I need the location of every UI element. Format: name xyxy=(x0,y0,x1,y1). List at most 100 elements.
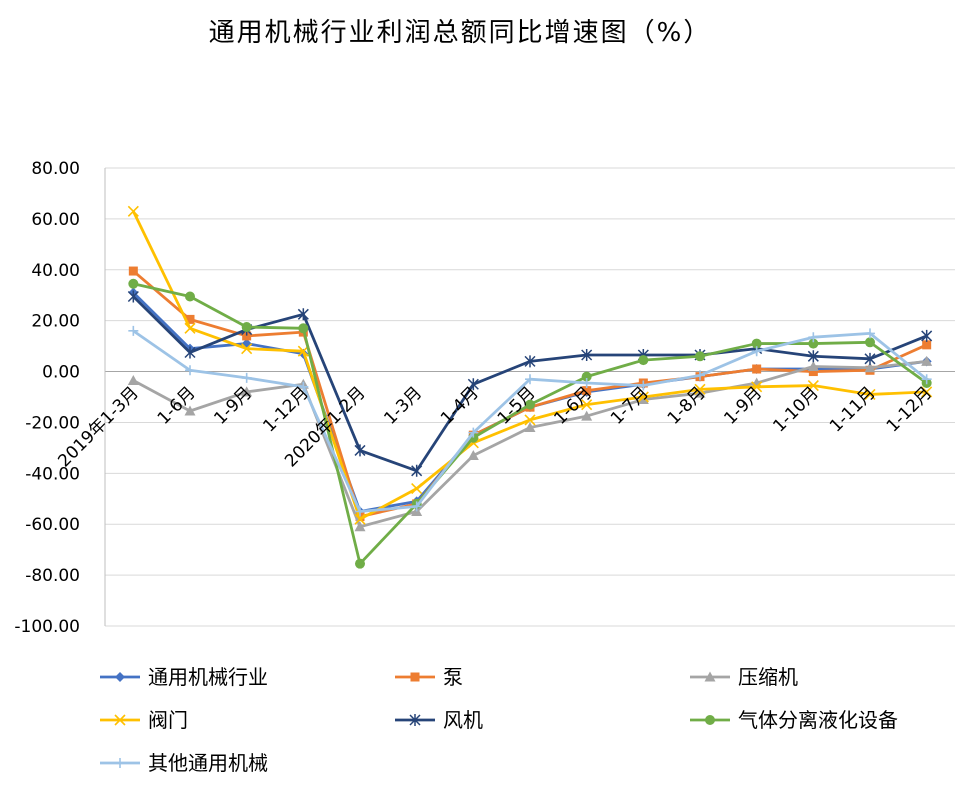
legend-label: 压缩机 xyxy=(738,665,798,689)
data-point xyxy=(865,328,875,339)
series-7 xyxy=(128,325,932,517)
data-point xyxy=(467,378,479,391)
series-6 xyxy=(128,278,932,569)
x-tick-label: 1-9月 xyxy=(210,383,256,429)
data-point xyxy=(297,308,309,321)
data-point xyxy=(581,349,593,362)
y-tick-label: -80.00 xyxy=(25,566,80,586)
data-point xyxy=(354,444,366,457)
data-point xyxy=(694,387,706,398)
data-point xyxy=(298,381,309,392)
y-tick-label: 40.00 xyxy=(31,261,80,281)
data-point xyxy=(525,399,535,410)
data-point xyxy=(751,338,762,349)
data-point xyxy=(467,450,479,461)
data-point xyxy=(184,322,196,334)
data-point xyxy=(128,266,138,276)
legend-label: 气体分离液化设备 xyxy=(738,708,898,732)
legend-label: 风机 xyxy=(443,708,483,732)
data-point xyxy=(581,371,592,382)
y-tick-label: 80.00 xyxy=(31,159,80,179)
chart-title: 通用机械行业利润总额同比增速图（%） xyxy=(208,18,712,48)
data-point xyxy=(864,388,876,401)
legend-marker xyxy=(114,714,126,726)
data-point xyxy=(241,386,253,397)
legend-item: 阀门 xyxy=(100,708,188,732)
y-tick-label: 60.00 xyxy=(31,210,80,230)
x-tick-label: 1-10月 xyxy=(769,383,822,436)
y-tick-label: 20.00 xyxy=(31,312,80,332)
data-point xyxy=(921,374,932,385)
data-point xyxy=(524,355,536,368)
data-point xyxy=(808,332,819,343)
x-tick-label: 1-3月 xyxy=(380,383,426,429)
data-point xyxy=(411,464,423,477)
legend-marker xyxy=(410,672,420,682)
data-point xyxy=(752,364,762,374)
legend-item: 通用机械行业 xyxy=(100,665,268,689)
data-point xyxy=(185,291,195,302)
x-tick-label: 1-4月 xyxy=(437,383,483,429)
y-tick-label: -100.00 xyxy=(14,617,80,637)
data-point xyxy=(355,558,365,569)
data-point xyxy=(581,399,593,411)
data-point xyxy=(468,427,479,438)
data-point xyxy=(921,329,933,342)
data-point xyxy=(751,381,763,393)
data-point xyxy=(524,422,536,433)
y-tick-label: -60.00 xyxy=(25,515,80,535)
data-point xyxy=(298,323,309,334)
data-point xyxy=(637,394,649,405)
data-point xyxy=(638,380,649,391)
data-point xyxy=(808,367,818,377)
data-point xyxy=(581,410,593,421)
y-tick-label: -40.00 xyxy=(25,464,80,484)
data-point xyxy=(751,346,762,357)
data-point xyxy=(808,338,819,349)
x-tick-label: 1-7月 xyxy=(607,383,653,429)
data-point xyxy=(354,521,366,532)
legend-item: 泵 xyxy=(395,665,463,689)
data-point xyxy=(807,379,819,392)
data-point xyxy=(694,383,706,395)
data-point xyxy=(582,386,592,396)
data-point xyxy=(525,374,535,385)
legend-marker xyxy=(115,758,125,768)
legend-label: 泵 xyxy=(443,665,463,689)
data-point xyxy=(807,360,819,371)
series-lines xyxy=(127,205,933,569)
x-tick-label: 1-6月 xyxy=(154,383,200,429)
y-tick-labels: 80.00 60.00 40.00 20.00 0.00 -20.00 -40.00 -60.… xyxy=(14,159,80,637)
data-point xyxy=(695,370,705,381)
legend-label: 通用机械行业 xyxy=(148,665,268,689)
legend-item: 压缩机 xyxy=(690,665,798,689)
data-point xyxy=(921,355,933,366)
data-point xyxy=(922,340,932,350)
data-point xyxy=(128,325,139,336)
data-point xyxy=(241,322,252,333)
data-point xyxy=(864,362,876,373)
legend-item: 气体分离液化设备 xyxy=(690,708,898,732)
data-point xyxy=(637,391,649,403)
legend-marker xyxy=(409,714,421,726)
data-point xyxy=(241,343,253,355)
data-point xyxy=(127,290,139,303)
x-tick-label: 1-12月 xyxy=(259,383,312,436)
legend-item: 风机 xyxy=(395,708,483,732)
data-point xyxy=(184,346,196,359)
data-point xyxy=(411,501,422,512)
legend-label: 阀门 xyxy=(148,708,188,732)
data-point xyxy=(127,205,139,217)
data-point xyxy=(695,351,705,362)
legend-label: 其他通用机械 xyxy=(148,751,268,775)
data-point xyxy=(865,337,875,348)
legend-marker xyxy=(705,715,715,725)
data-point xyxy=(921,386,933,398)
x-tick-label: 1-12月 xyxy=(883,383,936,436)
data-point xyxy=(185,314,195,324)
data-point xyxy=(355,506,365,517)
data-point xyxy=(638,355,649,366)
